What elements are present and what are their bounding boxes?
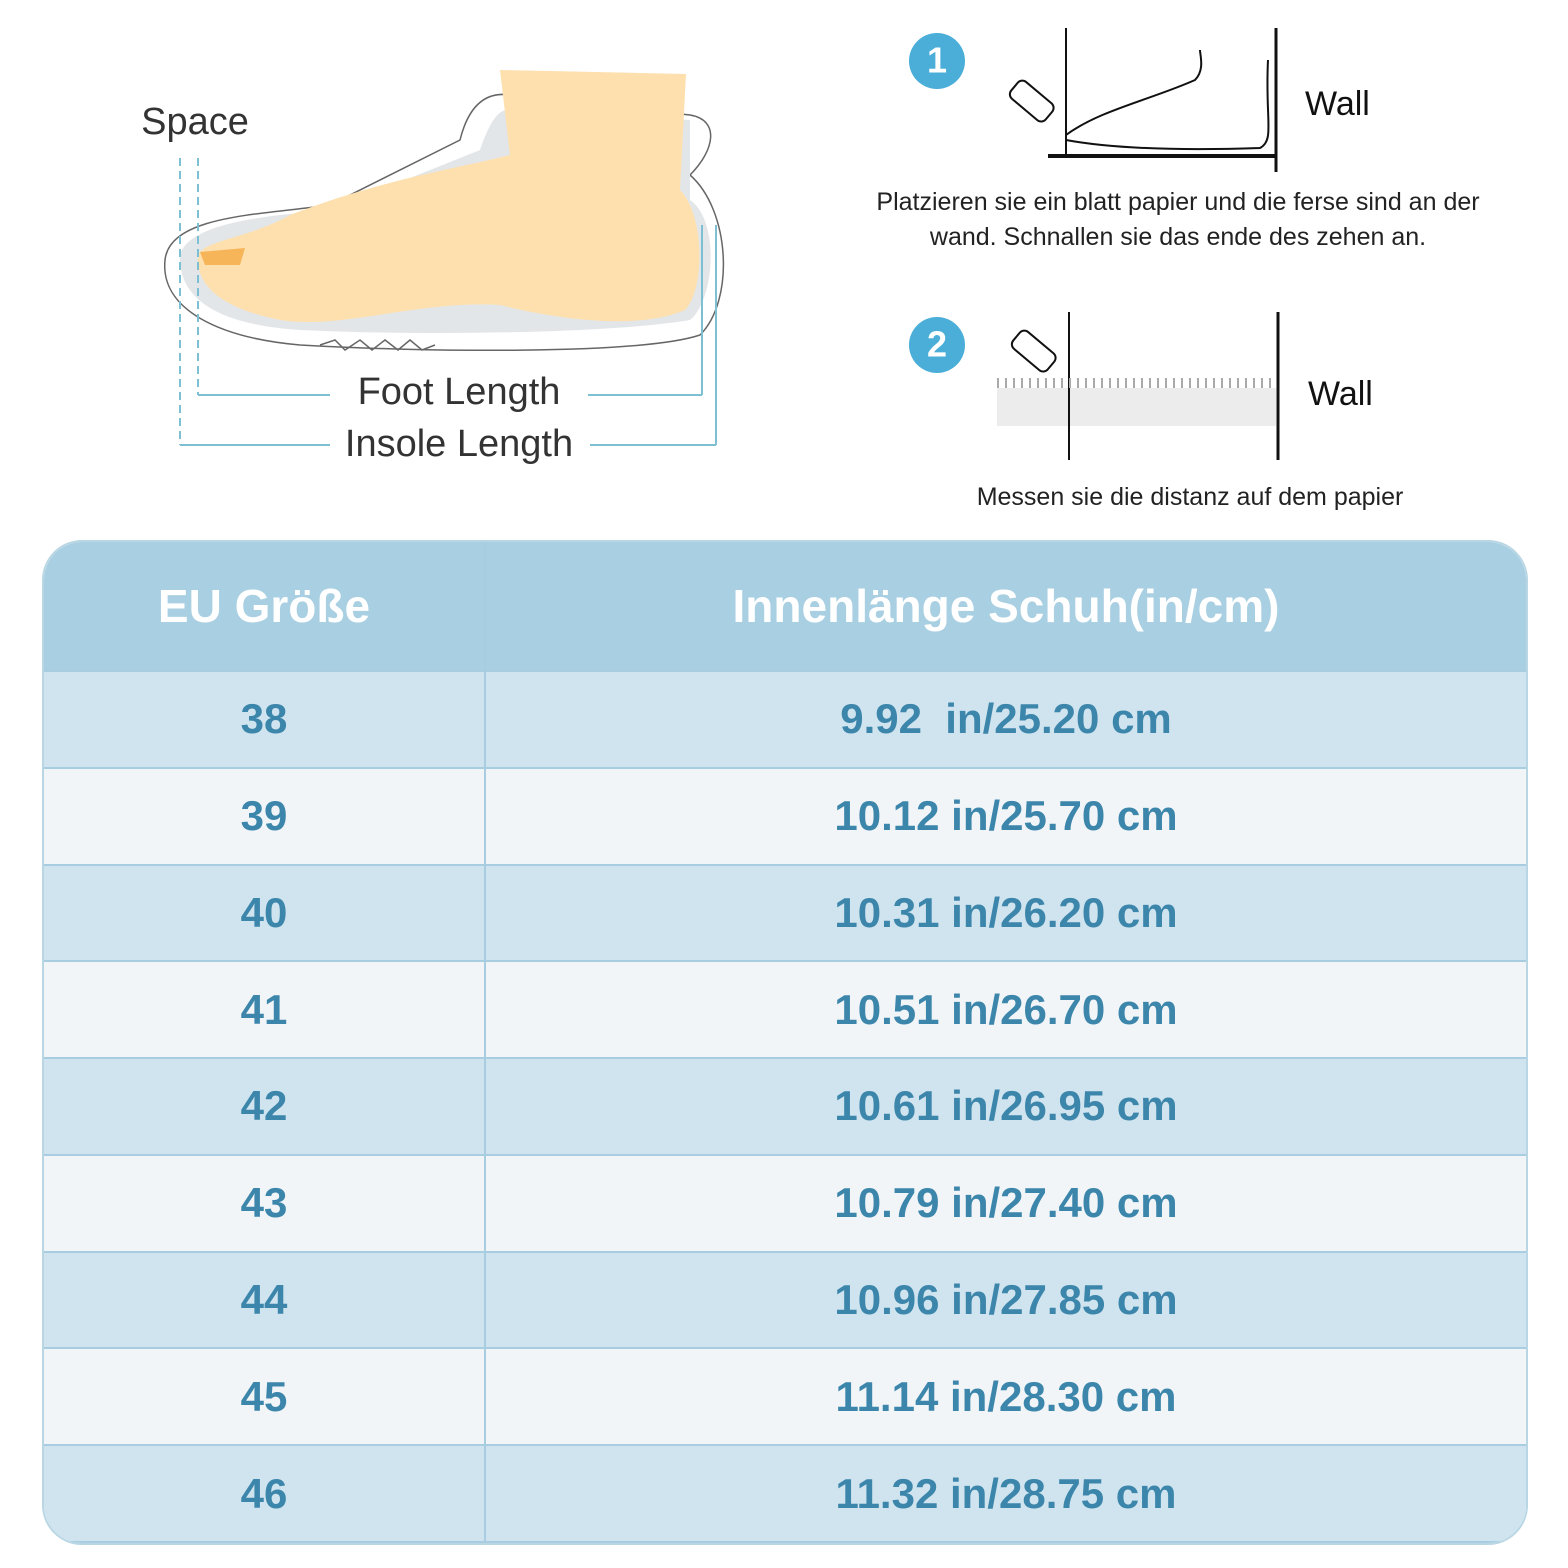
table-cell: 46 [44, 1446, 486, 1541]
toenail [200, 248, 245, 265]
paper [997, 388, 1276, 426]
table-cell: 10.79 in/27.40 cm [834, 1179, 1178, 1227]
step-line: Platzieren sie ein blatt papier und die … [876, 188, 1480, 216]
step1-drawing [1008, 28, 1278, 172]
table-row: 46 11.32 in/28.75 cm [44, 1446, 1526, 1543]
header-cell: EU Größe [44, 542, 486, 670]
illustration: Space Foot Length Insole Length 1 Wall 2… [141, 28, 1373, 465]
header-row: EU Größe Innenlänge Schuh(in/cm) [44, 542, 1526, 672]
table-cell: 9.92 in/25.20 cm [840, 695, 1172, 743]
table-row: 41 10.51 in/26.70 cm [44, 962, 1526, 1060]
foot [197, 70, 700, 323]
table-cell: 10.12 in/25.70 cm [834, 792, 1178, 840]
step-number: 1 [927, 40, 947, 81]
table-row: 44 10.96 in/27.85 cm [44, 1252, 1526, 1350]
table-cell: 45 [44, 1349, 486, 1445]
table-cell: 44 [44, 1252, 486, 1348]
insole-length-label: Insole Length [345, 423, 573, 465]
table-cell: 10.61 in/26.95 cm [834, 1082, 1178, 1130]
table-cell: 11.14 in/28.30 cm [835, 1372, 1177, 1420]
measure-lines [179, 158, 717, 446]
size-table: EU Größe Innenlänge Schuh(in/cm) 38 9.92 in… [42, 540, 1528, 1545]
tread [319, 339, 436, 351]
table-cell: 38 [44, 672, 486, 767]
table-cell: 10.31 in/26.20 cm [834, 888, 1178, 936]
step-text: Platzieren sie ein blatt papier und die … [860, 185, 1496, 255]
table-row: 39 10.12 in/25.70 cm [44, 768, 1526, 866]
foot-length-label: Foot Length [358, 371, 561, 413]
table-cell: 42 [44, 1059, 486, 1154]
table-cell: 10.51 in/26.70 cm [834, 985, 1178, 1033]
table-cell: 40 [44, 865, 486, 961]
step-line: wand. Schnallen sie das ende des zehen a… [929, 223, 1427, 251]
table-row: 45 11.14 in/28.30 cm [44, 1349, 1526, 1447]
step-badge [909, 317, 965, 373]
table-cell: 41 [44, 962, 486, 1058]
wall-label: Wall [1308, 375, 1373, 413]
table-cell: 11.32 in/28.75 cm [835, 1469, 1177, 1517]
table-row: 42 10.61 in/26.95 cm [44, 1059, 1526, 1156]
table-row: 40 10.31 in/26.20 cm [44, 865, 1526, 963]
step-line: Messen sie die distanz auf dem papier [976, 483, 1404, 511]
step-text: Messen sie die distanz auf dem papier [900, 480, 1480, 515]
space-label: Space [141, 101, 249, 143]
table-row: 43 10.79 in/27.40 cm [44, 1155, 1526, 1253]
table-cell: 43 [44, 1155, 486, 1251]
header-cell: Innenlänge Schuh(in/cm) [732, 580, 1280, 632]
step-number: 2 [927, 324, 947, 365]
table-row: 38 9.92 in/25.20 cm [44, 672, 1526, 769]
table-cell: 10.96 in/27.85 cm [834, 1276, 1178, 1324]
table-cell: 39 [44, 768, 486, 864]
step-badge [909, 33, 965, 89]
wall-label: Wall [1305, 85, 1370, 123]
step2-drawing [997, 312, 1280, 460]
